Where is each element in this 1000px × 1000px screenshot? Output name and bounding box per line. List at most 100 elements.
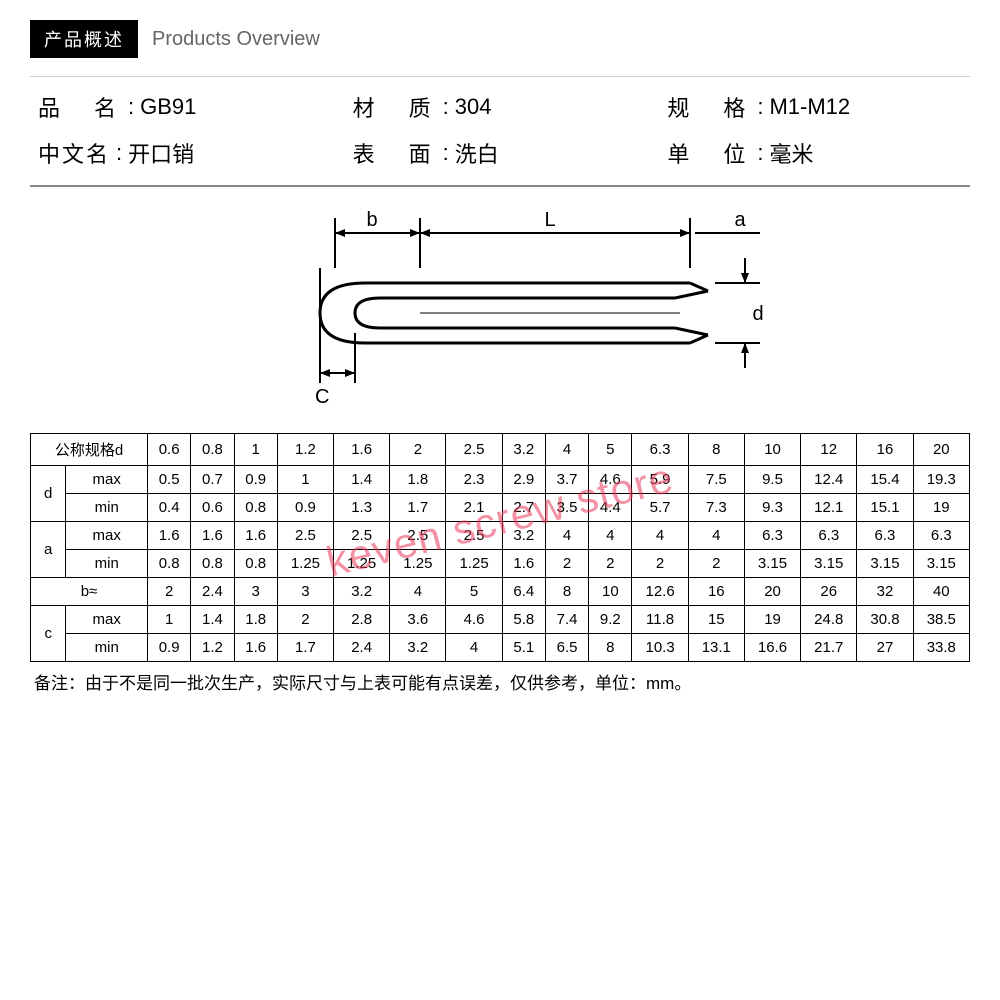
val: 32: [857, 578, 913, 606]
size-header: 3.2: [502, 434, 545, 466]
val: 19: [744, 606, 800, 634]
val: 6.4: [502, 578, 545, 606]
val: 1.4: [334, 466, 390, 494]
meta-label: 单 位: [667, 137, 751, 169]
val: 40: [913, 578, 969, 606]
val: 5.1: [502, 634, 545, 662]
meta-label: 规 格: [667, 91, 751, 123]
size-header: 16: [857, 434, 913, 466]
size-header: 1: [234, 434, 277, 466]
val: 16: [688, 578, 744, 606]
val: 4.6: [589, 466, 632, 494]
meta-unit: 单 位: 毫米: [667, 137, 962, 169]
size-header: 8: [688, 434, 744, 466]
val: 1.25: [390, 550, 446, 578]
val: 24.8: [801, 606, 857, 634]
meta-cname: 中文名: 开口销: [38, 137, 333, 169]
val: 13.1: [688, 634, 744, 662]
meta-value: 开口销: [128, 137, 194, 169]
val: 12.4: [801, 466, 857, 494]
val: 15.1: [857, 494, 913, 522]
val: 19: [913, 494, 969, 522]
meta-value: GB91: [140, 94, 196, 120]
val: 3.7: [545, 466, 588, 494]
val: 4: [390, 578, 446, 606]
size-header: 4: [545, 434, 588, 466]
row-label: max: [66, 606, 148, 634]
meta-value: M1-M12: [769, 94, 850, 120]
val: 3: [234, 578, 277, 606]
val: 1.7: [390, 494, 446, 522]
group-label: d: [31, 466, 66, 522]
header-label: 公称规格d: [31, 434, 148, 466]
label-b: b: [366, 209, 377, 231]
label-a: a: [734, 209, 746, 231]
val: 30.8: [857, 606, 913, 634]
val: 2.7: [502, 494, 545, 522]
val: 2.5: [446, 522, 502, 550]
val: 1.6: [191, 522, 234, 550]
val: 27: [857, 634, 913, 662]
val: 0.6: [191, 494, 234, 522]
val: 1: [148, 606, 191, 634]
val: 7.4: [545, 606, 588, 634]
val: 0.5: [148, 466, 191, 494]
meta-label: 品 名: [38, 91, 122, 123]
val: 0.9: [234, 466, 277, 494]
val: 2.5: [277, 522, 333, 550]
val: 1.3: [334, 494, 390, 522]
val: 1.6: [234, 634, 277, 662]
note: 备注：由于不是同一批次生产，实际尺寸与上表可能有点误差，仅供参考，单位：mm。: [30, 662, 970, 697]
group-label: c: [31, 606, 66, 662]
size-header: 5: [589, 434, 632, 466]
size-header: 1.2: [277, 434, 333, 466]
val: 2.4: [334, 634, 390, 662]
val: 5: [446, 578, 502, 606]
val: 2: [688, 550, 744, 578]
meta-value: 304: [455, 94, 492, 120]
val: 1.8: [390, 466, 446, 494]
header: 产品概述 Products Overview: [30, 20, 970, 58]
val: 3: [277, 578, 333, 606]
label-d: d: [752, 303, 763, 325]
val: 0.4: [148, 494, 191, 522]
val: 3.2: [502, 522, 545, 550]
val: 3.2: [334, 578, 390, 606]
val: 1.8: [234, 606, 277, 634]
meta-surface: 表 面: 洗白: [353, 137, 648, 169]
meta-grid: 品 名: GB91 材 质: 304 规 格: M1-M12 中文名: 开口销 …: [30, 76, 970, 187]
val: 16.6: [744, 634, 800, 662]
val: 6.5: [545, 634, 588, 662]
val: 5.9: [632, 466, 688, 494]
meta-value: 毫米: [769, 137, 813, 169]
val: 9.2: [589, 606, 632, 634]
val: 1.6: [502, 550, 545, 578]
size-header: 2: [390, 434, 446, 466]
size-header: 6.3: [632, 434, 688, 466]
val: 1.25: [334, 550, 390, 578]
meta-label: 材 质: [353, 91, 437, 123]
group-label: a: [31, 522, 66, 578]
val: 0.9: [148, 634, 191, 662]
val: 11.8: [632, 606, 688, 634]
val: 38.5: [913, 606, 969, 634]
val: 12.1: [801, 494, 857, 522]
val: 6.3: [801, 522, 857, 550]
val: 3.15: [857, 550, 913, 578]
val: 3.15: [801, 550, 857, 578]
val: 33.8: [913, 634, 969, 662]
val: 12.6: [632, 578, 688, 606]
label-C: C: [315, 386, 329, 408]
val: 10.3: [632, 634, 688, 662]
val: 2: [545, 550, 588, 578]
row-label: min: [66, 550, 148, 578]
val: 9.3: [744, 494, 800, 522]
label-L: L: [544, 209, 555, 231]
val: 7.5: [688, 466, 744, 494]
val: 4: [589, 522, 632, 550]
b-label: b≈: [31, 578, 148, 606]
val: 6.3: [744, 522, 800, 550]
meta-spec: 规 格: M1-M12: [667, 91, 962, 123]
val: 0.8: [234, 550, 277, 578]
val: 19.3: [913, 466, 969, 494]
